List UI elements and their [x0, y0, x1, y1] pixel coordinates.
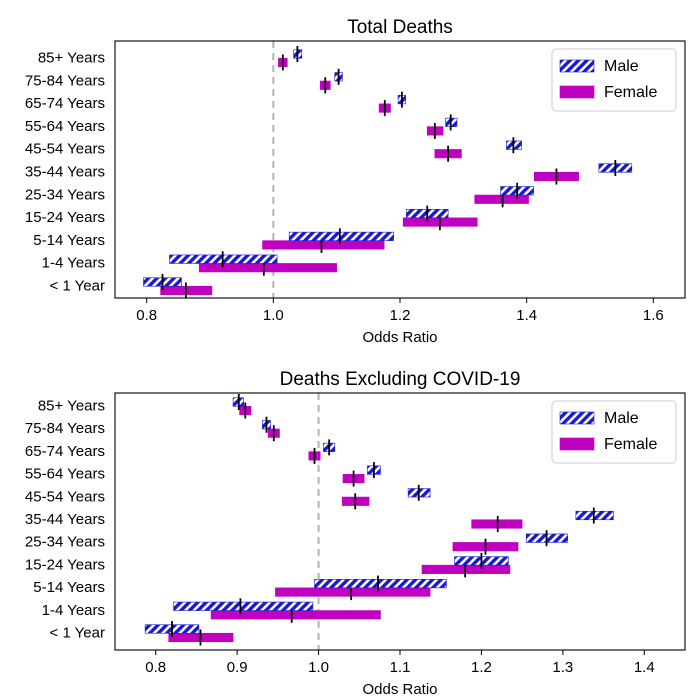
x-tick-label: 1.2: [390, 307, 411, 324]
category-label: 15-24 Years: [25, 556, 105, 573]
row-1-year: [143, 274, 213, 299]
female-ci-bar: [474, 194, 529, 204]
legend-label-female: Female: [604, 436, 657, 453]
category-label: 75-84 Years: [25, 420, 105, 437]
x-tick-label: 1.1: [390, 659, 411, 676]
category-label: 5-14 Years: [33, 579, 105, 596]
category-label: 85+ Years: [38, 50, 105, 67]
category-label: 25-34 Years: [25, 534, 105, 551]
category-label: 75-84 Years: [25, 72, 105, 89]
female-ci-bar: [210, 610, 381, 620]
legend-label-male: Male: [604, 410, 639, 427]
x-tick-label: 1.2: [471, 659, 492, 676]
row-35-44-years: [471, 507, 614, 532]
male-ci-bar: [288, 231, 394, 241]
male-ci-bar: [314, 579, 447, 589]
row-85-years: [278, 46, 303, 71]
row-1-4-years: [169, 251, 337, 276]
row-85-years: [232, 394, 252, 419]
x-tick-label: 1.0: [308, 659, 329, 676]
legend-swatch-male: [559, 411, 595, 425]
female-ci-bar: [262, 240, 385, 250]
row-5-14-years: [275, 575, 447, 601]
x-tick-label: 1.3: [552, 659, 573, 676]
x-tick-label: 0.9: [227, 659, 248, 676]
row-25-34-years: [474, 182, 534, 208]
row-75-84-years: [319, 68, 343, 94]
x-tick-label: 1.0: [263, 307, 284, 324]
category-label: 55-64 Years: [25, 466, 105, 483]
category-label: 1-4 Years: [42, 255, 105, 272]
category-label: 55-64 Years: [25, 118, 105, 135]
category-label: 25-34 Years: [25, 186, 105, 203]
x-tick-label: 0.8: [145, 659, 166, 676]
legend-swatch-female: [559, 437, 595, 451]
category-label: 65-74 Years: [25, 443, 105, 460]
category-label: 45-54 Years: [25, 488, 105, 505]
row-25-34-years: [452, 530, 569, 555]
category-label: < 1 Year: [50, 625, 105, 642]
category-label: 85+ Years: [38, 398, 105, 415]
row-5-14-years: [262, 228, 394, 253]
row-45-54-years: [341, 484, 431, 510]
row-55-64-years: [342, 462, 381, 487]
row-65-74-years: [378, 91, 407, 117]
legend-swatch-male: [559, 59, 595, 73]
row-15-24-years: [402, 205, 478, 231]
row-15-24-years: [421, 552, 511, 578]
x-tick-label: 1.6: [643, 307, 664, 324]
category-label: 35-44 Years: [25, 164, 105, 181]
row-65-74-years: [308, 439, 336, 464]
legend-swatch-female: [559, 85, 595, 99]
total-deaths-panel: Total Deaths 85+ Years 75-84 Years 65-74 Ye…: [25, 17, 686, 346]
x-tick-label: 0.8: [136, 307, 157, 324]
chart-title: Deaths Excluding COVID-19: [280, 369, 521, 390]
category-label: 1-4 Years: [42, 602, 105, 619]
deaths-excluding-covid-panel: Deaths Excluding COVID-19 85+ Years 75-84 …: [25, 369, 686, 698]
female-ci-bar: [275, 587, 431, 597]
row-1-year: [144, 621, 234, 646]
category-label: 45-54 Years: [25, 141, 105, 158]
row-1-4-years: [173, 598, 381, 623]
row-55-64-years: [426, 114, 458, 139]
category-label: < 1 Year: [50, 278, 105, 295]
legend-label-male: Male: [604, 58, 639, 75]
category-label: 65-74 Years: [25, 95, 105, 112]
x-axis-label: Odds Ratio: [362, 681, 437, 698]
legend: Male Female: [551, 400, 677, 464]
x-tick-label: 1.4: [634, 659, 655, 676]
x-tick-label: 1.4: [516, 307, 537, 324]
row-35-44-years: [533, 160, 633, 185]
male-ci-bar: [173, 601, 314, 611]
chart-title: Total Deaths: [347, 17, 453, 38]
legend-label-female: Female: [604, 84, 657, 101]
category-label: 5-14 Years: [33, 232, 105, 249]
row-45-54-years: [434, 137, 522, 162]
category-label: 15-24 Years: [25, 209, 105, 226]
female-ci-bar: [198, 263, 337, 273]
legend: Male Female: [551, 48, 677, 112]
x-axis-label: Odds Ratio: [362, 329, 437, 346]
category-label: 35-44 Years: [25, 511, 105, 528]
row-75-84-years: [262, 416, 280, 442]
